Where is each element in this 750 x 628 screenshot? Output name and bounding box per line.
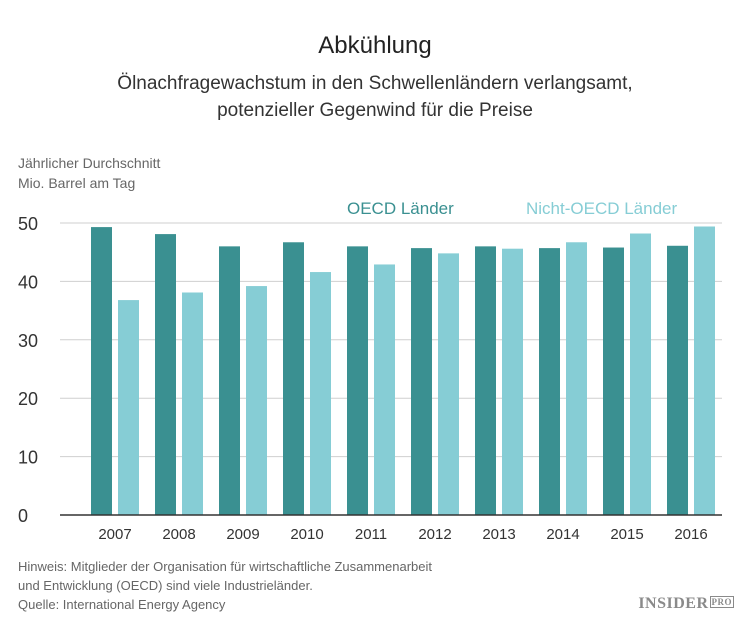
subtitle-line-1: Ölnachfragewachstum in den Schwellenländ…: [117, 73, 633, 94]
source-line: Quelle: International Energy Agency: [18, 597, 226, 612]
x-tick-label: 2016: [674, 526, 707, 543]
x-tick-label: 2008: [162, 526, 195, 543]
x-tick-label: 2009: [226, 526, 259, 543]
legend-oecd: OECD Länder: [347, 199, 454, 218]
bar-oecd: [667, 245, 688, 515]
y-tick-label: 0: [18, 506, 28, 526]
bar-chart: 0 10 20 30 40 50 2007 2008 2009 2010 2011 2012 2013 2…: [18, 214, 722, 543]
legend-non-oecd: Nicht-OECD Länder: [526, 199, 678, 218]
y-tick-label: 50: [18, 214, 38, 234]
bar-non-oecd: [566, 242, 587, 515]
bar-oecd: [155, 234, 176, 515]
logo-text: INSIDER: [638, 595, 709, 612]
y-tick-label: 10: [18, 448, 38, 468]
bar-non-oecd: [374, 264, 395, 515]
bar-oecd: [219, 246, 240, 516]
bar-non-oecd: [118, 300, 139, 515]
bar-oecd: [539, 248, 560, 515]
chart-subtitle: Ölnachfragewachstum in den Schwellenländ…: [0, 70, 750, 124]
subtitle-line-2: potenzieller Gegenwind für die Preise: [217, 100, 533, 121]
note-line-1: Hinweis: Mitglieder der Organisation für…: [18, 559, 432, 574]
bar-non-oecd: [630, 233, 651, 515]
bar-oecd: [347, 246, 368, 516]
chart-title: Abkühlung: [318, 32, 432, 59]
x-tick-label: 2012: [418, 526, 451, 543]
y-tick-label: 30: [18, 331, 38, 351]
bar-oecd: [475, 246, 496, 516]
bar-oecd: [91, 227, 112, 515]
x-tick-label: 2007: [98, 526, 131, 543]
x-tick-label: 2010: [290, 526, 323, 543]
y-tick-label: 20: [18, 389, 38, 409]
bar-oecd: [283, 242, 304, 515]
unit-line-2: Mio. Barrel am Tag: [18, 175, 136, 191]
bar-non-oecd: [694, 226, 715, 515]
bar-non-oecd: [502, 248, 523, 516]
note-line-2: und Entwicklung (OECD) sind viele Indust…: [18, 578, 313, 593]
unit-line-1: Jährlicher Durchschnitt: [18, 155, 161, 171]
bar-non-oecd: [438, 253, 459, 516]
bar-oecd: [603, 247, 624, 515]
x-tick-label: 2015: [610, 526, 643, 543]
bar-oecd: [411, 248, 432, 515]
y-tick-label: 40: [18, 272, 38, 292]
footnotes: Hinweis: Mitglieder der Organisation für…: [18, 557, 432, 614]
logo-badge: PRO: [709, 596, 734, 608]
x-tick-label: 2011: [355, 526, 387, 543]
insider-pro-logo: INSIDER PRO: [638, 595, 734, 613]
x-tick-label: 2013: [482, 526, 515, 543]
x-tick-label: 2014: [546, 526, 579, 543]
bar-non-oecd: [310, 272, 331, 515]
bar-non-oecd: [246, 286, 267, 515]
bar-non-oecd: [182, 292, 203, 515]
y-axis-unit: Jährlicher Durchschnitt Mio. Barrel am T…: [18, 153, 160, 193]
